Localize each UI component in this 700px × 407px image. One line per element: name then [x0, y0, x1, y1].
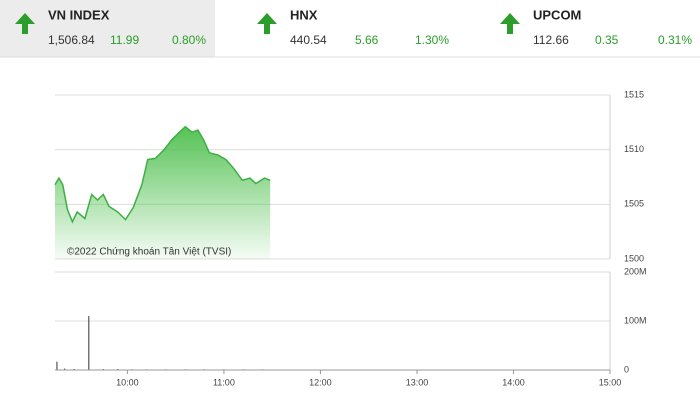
- y-tick-label: 1500: [624, 253, 644, 263]
- x-tick-label: 11:00: [213, 377, 235, 387]
- price-line: [54, 125, 271, 224]
- x-tick-label: 15:00: [599, 377, 622, 387]
- y-tick-label: 1515: [624, 89, 644, 99]
- index-value: 1,506.84: [48, 33, 95, 47]
- x-tick-label: 14:00: [502, 377, 525, 387]
- copyright: ©2022 Chứng khoán Tân Việt (TVSI): [67, 247, 231, 258]
- index-percent: 0.31%: [658, 33, 692, 47]
- x-tick-label: 13:00: [406, 377, 429, 387]
- active-tab[interactable]: [0, 0, 215, 57]
- x-tick-label: 12:00: [309, 377, 332, 387]
- index-change: 11.99: [110, 33, 139, 47]
- volume-bar: [64, 368, 66, 370]
- y-tick-label: 1505: [624, 199, 644, 209]
- up-arrow: [15, 13, 35, 34]
- index-value: 112.66: [533, 33, 569, 47]
- up-arrow: [500, 13, 520, 34]
- index-change: 0.35: [595, 33, 619, 47]
- index-percent: 0.80%: [172, 33, 206, 47]
- y-tick-label: 0: [624, 364, 629, 374]
- index-name: VN INDEX: [48, 7, 110, 22]
- index-percent: 1.30%: [415, 33, 449, 47]
- y-tick-label: 200M: [624, 266, 647, 276]
- index-name: UPCOM: [533, 7, 581, 22]
- y-tick-label: 1510: [624, 144, 644, 154]
- volume-bar: [88, 316, 90, 370]
- index-name: HNX: [290, 7, 318, 22]
- index-value: 440.54: [290, 33, 327, 47]
- index-change: 5.66: [355, 33, 379, 47]
- y-tick-label: 100M: [624, 315, 647, 325]
- x-tick-label: 10:00: [116, 377, 139, 387]
- volume-bar: [56, 361, 58, 370]
- area: [55, 126, 271, 259]
- up-arrow: [257, 13, 277, 34]
